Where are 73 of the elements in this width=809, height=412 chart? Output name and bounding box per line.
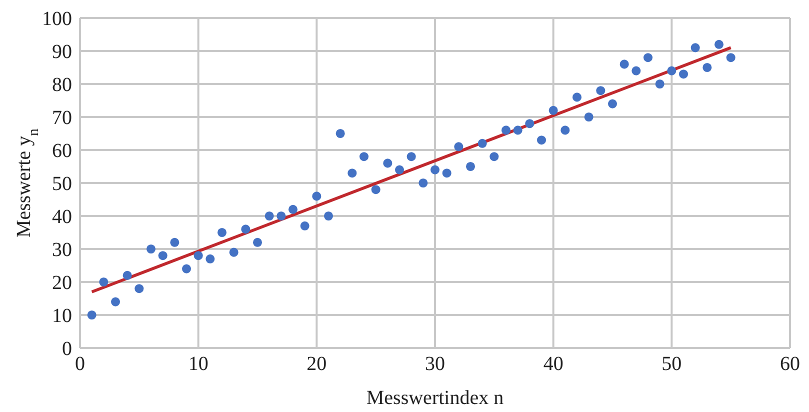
point <box>667 66 676 76</box>
point <box>702 62 712 72</box>
point <box>99 277 108 287</box>
point <box>194 251 203 260</box>
point <box>608 99 618 108</box>
point <box>288 204 298 214</box>
point <box>690 43 700 52</box>
point <box>336 128 345 138</box>
y-tick-label: 70 <box>52 107 72 130</box>
y-tick-label: 100 <box>42 8 72 30</box>
y-tick-label: 80 <box>52 74 72 96</box>
y-tick-label: 10 <box>52 305 72 328</box>
y-tick-label: 40 <box>52 206 72 228</box>
point <box>442 168 452 178</box>
x-tick-label: 40 <box>543 353 564 376</box>
y-tick-label: 0 <box>62 338 72 360</box>
x-tick-label: 30 <box>425 353 445 376</box>
point <box>655 79 664 89</box>
y-tick-label: 60 <box>52 140 72 162</box>
point <box>359 152 369 162</box>
point <box>241 224 250 234</box>
point <box>229 248 238 257</box>
point <box>276 211 286 221</box>
y-tick-label: 50 <box>52 173 72 196</box>
point <box>560 126 570 135</box>
point <box>620 60 629 69</box>
x-tick-label: 50 <box>662 353 682 376</box>
point <box>513 126 522 135</box>
point <box>548 106 558 115</box>
point <box>430 165 440 174</box>
point <box>525 119 534 128</box>
y-tick-label: 20 <box>52 272 72 294</box>
point <box>478 138 487 148</box>
point <box>383 158 392 168</box>
point <box>726 53 736 62</box>
point <box>170 238 180 247</box>
point <box>454 142 464 152</box>
point <box>300 221 310 230</box>
point <box>206 254 215 264</box>
point <box>122 270 132 280</box>
point <box>643 53 653 62</box>
point <box>110 297 120 306</box>
point <box>371 185 380 194</box>
point <box>217 228 227 238</box>
point <box>572 92 582 102</box>
point <box>596 86 606 96</box>
point <box>87 310 96 320</box>
point <box>158 251 168 260</box>
point <box>536 136 546 145</box>
point <box>146 244 156 254</box>
point <box>632 66 641 76</box>
point <box>714 40 724 49</box>
point <box>324 211 334 221</box>
point <box>312 192 322 201</box>
point <box>501 126 511 135</box>
point <box>406 152 416 162</box>
x-tick-label: 20 <box>306 353 327 376</box>
point <box>394 165 404 174</box>
point <box>418 178 428 188</box>
x-tick-label: 10 <box>188 353 208 376</box>
point <box>584 112 594 122</box>
point <box>678 70 688 79</box>
point <box>490 152 499 162</box>
point <box>264 211 274 221</box>
point <box>466 162 476 172</box>
y-tick-label: 30 <box>52 239 72 262</box>
x-tick-label: 60 <box>780 353 800 376</box>
point <box>252 238 262 247</box>
point <box>348 168 357 178</box>
x-axis-title: Messwertindex n <box>366 387 504 409</box>
y-tick-label: 90 <box>52 41 72 64</box>
point <box>182 264 192 274</box>
point <box>134 284 144 294</box>
